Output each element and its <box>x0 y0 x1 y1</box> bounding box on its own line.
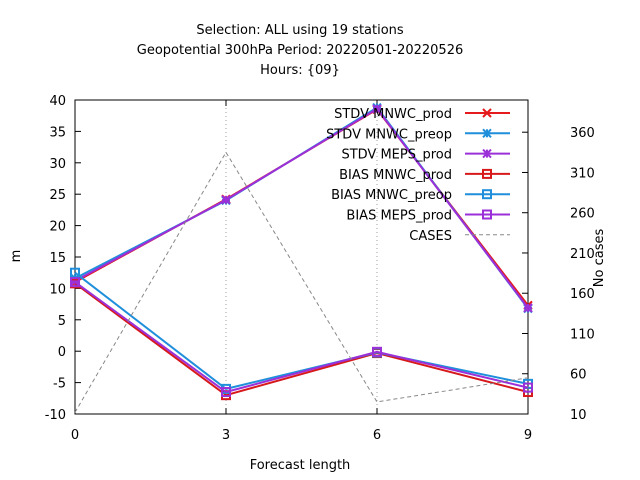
chart-title: Selection: ALL using 19 stations Geopote… <box>137 23 463 78</box>
y2-axis-label: No cases <box>592 229 607 288</box>
point-marker <box>70 277 80 288</box>
legend-label: BIAS MEPS_prod <box>346 209 452 224</box>
point-marker <box>482 209 492 220</box>
y-tick-label: 0 <box>58 345 66 360</box>
y-tick-label: -5 <box>53 377 66 392</box>
y-axis-label: m <box>9 250 24 263</box>
series-line <box>74 151 529 413</box>
y-tick-label: 15 <box>49 251 66 266</box>
y2-tick-label: 160 <box>570 287 595 302</box>
series-line <box>74 106 529 310</box>
series-line <box>74 107 529 309</box>
series-line <box>74 282 529 397</box>
x-tick-label: 0 <box>71 428 79 443</box>
series-line <box>74 281 529 394</box>
y-tick-label: 20 <box>49 220 66 235</box>
point-marker <box>221 387 231 398</box>
y2-tick-label: 310 <box>570 166 595 181</box>
series-line <box>74 108 529 306</box>
point-marker <box>482 108 492 118</box>
y-tick-label: 25 <box>49 188 66 203</box>
y-tick-label: 30 <box>49 157 66 172</box>
x-tick-label: 3 <box>222 428 230 443</box>
legend-label: BIAS MNWC_prod <box>339 168 452 183</box>
legend: STDV MNWC_prod STDV MNWC_preop STDV MEPS_p… <box>326 107 510 244</box>
y-tick-label: 10 <box>49 282 66 297</box>
title-line-2: Geopotential 300hPa Period: 20220501-202… <box>137 43 463 58</box>
y2-tick-label: 210 <box>570 247 595 262</box>
legend-label: STDV MEPS_prod <box>341 148 452 163</box>
legend-label: STDV MNWC_preop <box>326 127 452 142</box>
legend-label: STDV MNWC_prod <box>334 107 452 122</box>
y-tick-label: -10 <box>45 408 66 423</box>
y2-tick-label: 110 <box>570 327 595 342</box>
point-marker <box>70 267 80 278</box>
y2-tick-label: 60 <box>570 368 587 383</box>
x-tick-label: 6 <box>373 428 381 443</box>
legend-label: CASES <box>409 229 452 244</box>
point-marker <box>482 189 492 200</box>
legend-label: BIAS MNWC_preop <box>331 188 452 203</box>
x-axis-label: Forecast length <box>250 458 351 473</box>
y-tick-label: 35 <box>49 125 66 140</box>
title-line-1: Selection: ALL using 19 stations <box>196 23 404 38</box>
point-marker <box>372 346 382 357</box>
x-tick-label: 9 <box>524 428 532 443</box>
y2-tick-label: 360 <box>570 126 595 141</box>
y-tick-label: 40 <box>49 94 66 109</box>
axes: -10 -5 0 5 10 15 20 25 30 35 40 0 3 6 9 60 110 160 210 260 3… <box>45 94 595 443</box>
grid <box>225 100 378 414</box>
series-layer <box>70 102 533 413</box>
point-marker <box>523 382 533 393</box>
plot-frame <box>74 99 529 415</box>
point-marker <box>482 168 492 179</box>
y-tick-label: 5 <box>58 314 66 329</box>
y2-tick-label: 260 <box>570 207 595 222</box>
y2-tick-label: 10 <box>570 408 587 423</box>
title-line-3: Hours: {09} <box>260 63 340 78</box>
series-line <box>74 271 529 390</box>
